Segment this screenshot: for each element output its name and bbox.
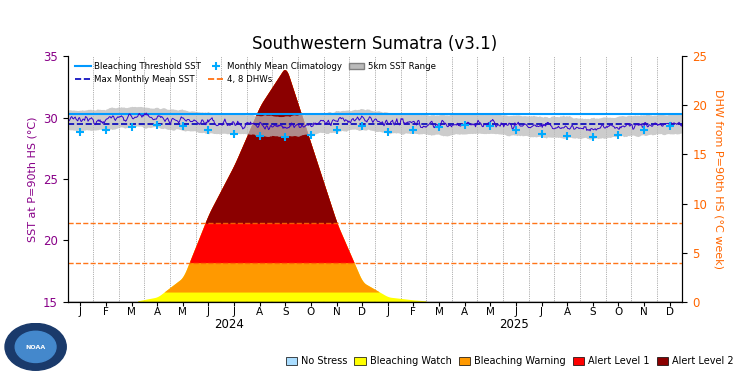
Y-axis label: DHW from P=90th HS (°C week): DHW from P=90th HS (°C week) bbox=[714, 89, 724, 269]
Bar bbox=[605, 302, 631, 305]
Bar bbox=[93, 302, 118, 305]
Bar bbox=[529, 302, 554, 305]
Bar bbox=[426, 302, 451, 305]
Text: NOAA: NOAA bbox=[26, 345, 46, 350]
Bar bbox=[298, 302, 324, 305]
Y-axis label: SST at P=90th HS (°C): SST at P=90th HS (°C) bbox=[27, 116, 38, 242]
Bar bbox=[554, 302, 580, 305]
Title: Southwestern Sumatra (v3.1): Southwestern Sumatra (v3.1) bbox=[252, 35, 497, 53]
Legend: No Stress, Bleaching Watch, Bleaching Warning, Alert Level 1, Alert Level 2: No Stress, Bleaching Watch, Bleaching Wa… bbox=[282, 352, 738, 370]
Bar bbox=[170, 302, 196, 305]
Bar bbox=[272, 302, 298, 305]
Bar bbox=[350, 302, 375, 305]
Bar bbox=[580, 302, 605, 305]
Bar bbox=[478, 302, 503, 305]
Bar bbox=[452, 302, 478, 305]
Circle shape bbox=[15, 331, 56, 363]
Bar bbox=[324, 302, 350, 305]
Circle shape bbox=[5, 324, 66, 370]
Legend: Bleaching Threshold SST, Max Monthly Mean SST, Monthly Mean Climatology, 4, 8 DH: Bleaching Threshold SST, Max Monthly Mea… bbox=[72, 58, 440, 87]
Bar bbox=[247, 302, 272, 305]
Bar bbox=[657, 302, 682, 305]
Bar bbox=[68, 302, 93, 305]
Bar bbox=[196, 302, 221, 305]
Text: 2025: 2025 bbox=[499, 318, 529, 331]
Bar bbox=[144, 302, 170, 305]
Bar bbox=[503, 302, 529, 305]
Bar bbox=[221, 302, 247, 305]
Text: 2024: 2024 bbox=[214, 318, 244, 331]
Bar bbox=[632, 302, 657, 305]
Bar bbox=[375, 302, 400, 305]
Bar bbox=[118, 302, 144, 305]
Bar bbox=[400, 302, 426, 305]
